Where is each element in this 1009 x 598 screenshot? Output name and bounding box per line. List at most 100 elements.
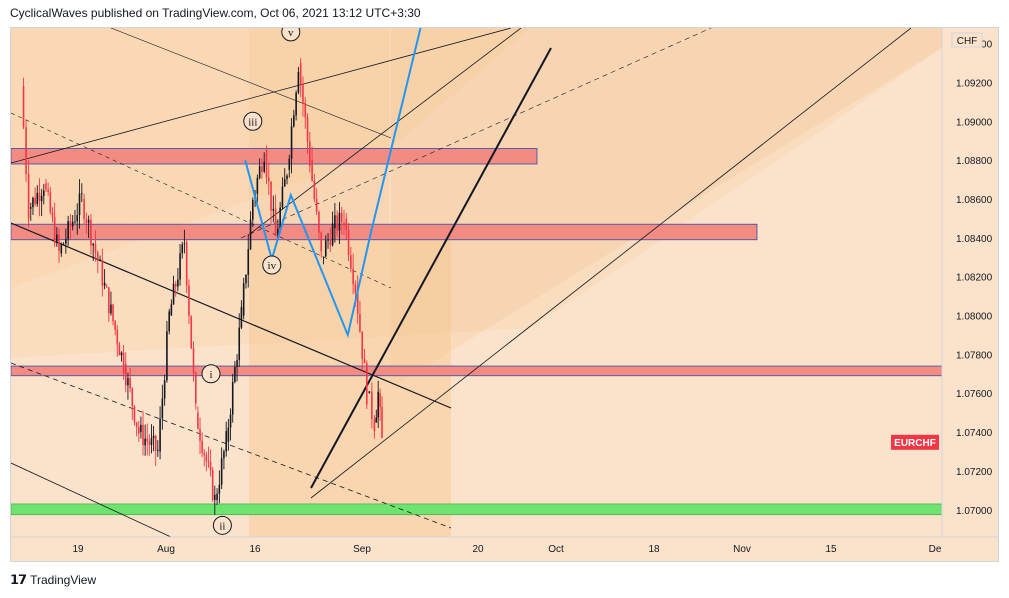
candle-body xyxy=(161,398,164,419)
candle-body xyxy=(220,458,223,485)
candle-body xyxy=(320,232,322,252)
candle-body xyxy=(340,212,343,223)
candle-body xyxy=(218,484,221,494)
candle-body xyxy=(36,192,39,205)
projection-path xyxy=(244,28,422,339)
trend-line xyxy=(11,28,512,164)
candle-body xyxy=(81,193,83,194)
candle-body xyxy=(159,418,161,452)
candle-body xyxy=(170,304,173,316)
candle-body xyxy=(103,282,106,286)
candle-body xyxy=(329,239,332,246)
candle-body xyxy=(315,199,318,212)
candle-body xyxy=(347,229,350,256)
candle-body xyxy=(40,195,43,202)
currency-badge xyxy=(951,32,983,48)
candle-body xyxy=(334,215,336,229)
candle-body xyxy=(78,193,81,216)
time-axis[interactable] xyxy=(11,537,999,562)
candle-body xyxy=(238,327,241,360)
publish-info: CyclicalWaves published on TradingView.c… xyxy=(10,6,421,20)
y-tick-label: 1.08400 xyxy=(956,234,993,245)
y-tick-label: 1.08200 xyxy=(956,273,993,284)
candle-body xyxy=(261,166,263,172)
candle-body xyxy=(211,470,214,501)
x-tick-label: Nov xyxy=(733,544,751,555)
candle-body xyxy=(138,426,140,434)
candle-body xyxy=(265,150,268,178)
candle-body xyxy=(150,438,153,445)
candle-body xyxy=(116,329,119,345)
candle-body xyxy=(192,348,195,373)
candle-body xyxy=(71,221,74,227)
candle-body xyxy=(297,71,300,93)
candle-body xyxy=(179,253,181,280)
candle-body xyxy=(313,180,316,200)
trend-line xyxy=(110,28,392,139)
candle-body xyxy=(67,220,69,240)
candle-body xyxy=(135,422,138,427)
candle-body xyxy=(96,252,99,261)
price-axis[interactable] xyxy=(942,28,999,562)
candle-body xyxy=(181,244,184,254)
y-tick-label: 1.08800 xyxy=(956,156,993,167)
candle-body xyxy=(318,211,320,233)
candle-body xyxy=(350,255,352,269)
candle-body xyxy=(62,243,65,245)
candle-body xyxy=(195,372,197,404)
footer-brand[interactable]: TradingView xyxy=(30,573,97,587)
candle-body xyxy=(272,208,275,211)
trend-line xyxy=(11,112,392,289)
candle-body xyxy=(327,239,329,241)
candle-body xyxy=(288,158,291,170)
wave-label: v xyxy=(288,28,294,39)
candle-body xyxy=(205,455,208,462)
y-tick-label: 1.07000 xyxy=(956,506,993,517)
candle-body xyxy=(286,175,288,180)
candle-body xyxy=(32,197,34,208)
candle-body xyxy=(361,331,364,360)
candle-body xyxy=(293,115,295,127)
candle-body xyxy=(118,344,121,356)
candle-body xyxy=(209,461,212,471)
candle-body xyxy=(214,494,216,501)
candle-body xyxy=(354,284,357,293)
candle-body xyxy=(133,406,136,423)
candle-body xyxy=(306,117,309,142)
candle-body xyxy=(99,259,101,261)
candle-body xyxy=(43,190,45,196)
candle-body xyxy=(172,283,175,305)
candle-body xyxy=(53,217,56,244)
candle-body xyxy=(331,223,334,246)
candle-body xyxy=(363,359,366,364)
trend-line xyxy=(310,28,912,499)
fib-box-lower xyxy=(249,238,451,537)
candle-body xyxy=(207,461,210,463)
candle-body xyxy=(229,414,232,428)
candle-body xyxy=(29,207,32,209)
y-tick-label: 1.07200 xyxy=(956,467,993,478)
candle-body xyxy=(295,92,297,116)
wave-label-circle xyxy=(201,364,221,384)
trend-line xyxy=(11,222,452,409)
candle-body xyxy=(90,219,92,246)
y-tick-label: 1.07800 xyxy=(956,350,993,361)
tradingview-logo-icon[interactable]: 𝟭𝟳 xyxy=(10,572,27,587)
candle-body xyxy=(373,419,376,432)
wave-label: iii xyxy=(248,116,257,128)
currency-label: CHF xyxy=(957,36,978,47)
candle-body xyxy=(154,435,157,451)
candle-body xyxy=(245,274,247,284)
candle-body xyxy=(69,220,72,227)
candle-body xyxy=(22,86,25,128)
footer: 𝟭𝟳 TradingView xyxy=(10,572,96,588)
candle-body xyxy=(190,315,193,349)
candle-body xyxy=(379,393,381,408)
candle-body xyxy=(203,452,206,456)
candle-body xyxy=(60,244,63,254)
candle-body xyxy=(281,186,284,208)
candle-body xyxy=(381,407,383,438)
candle-body xyxy=(283,179,286,187)
